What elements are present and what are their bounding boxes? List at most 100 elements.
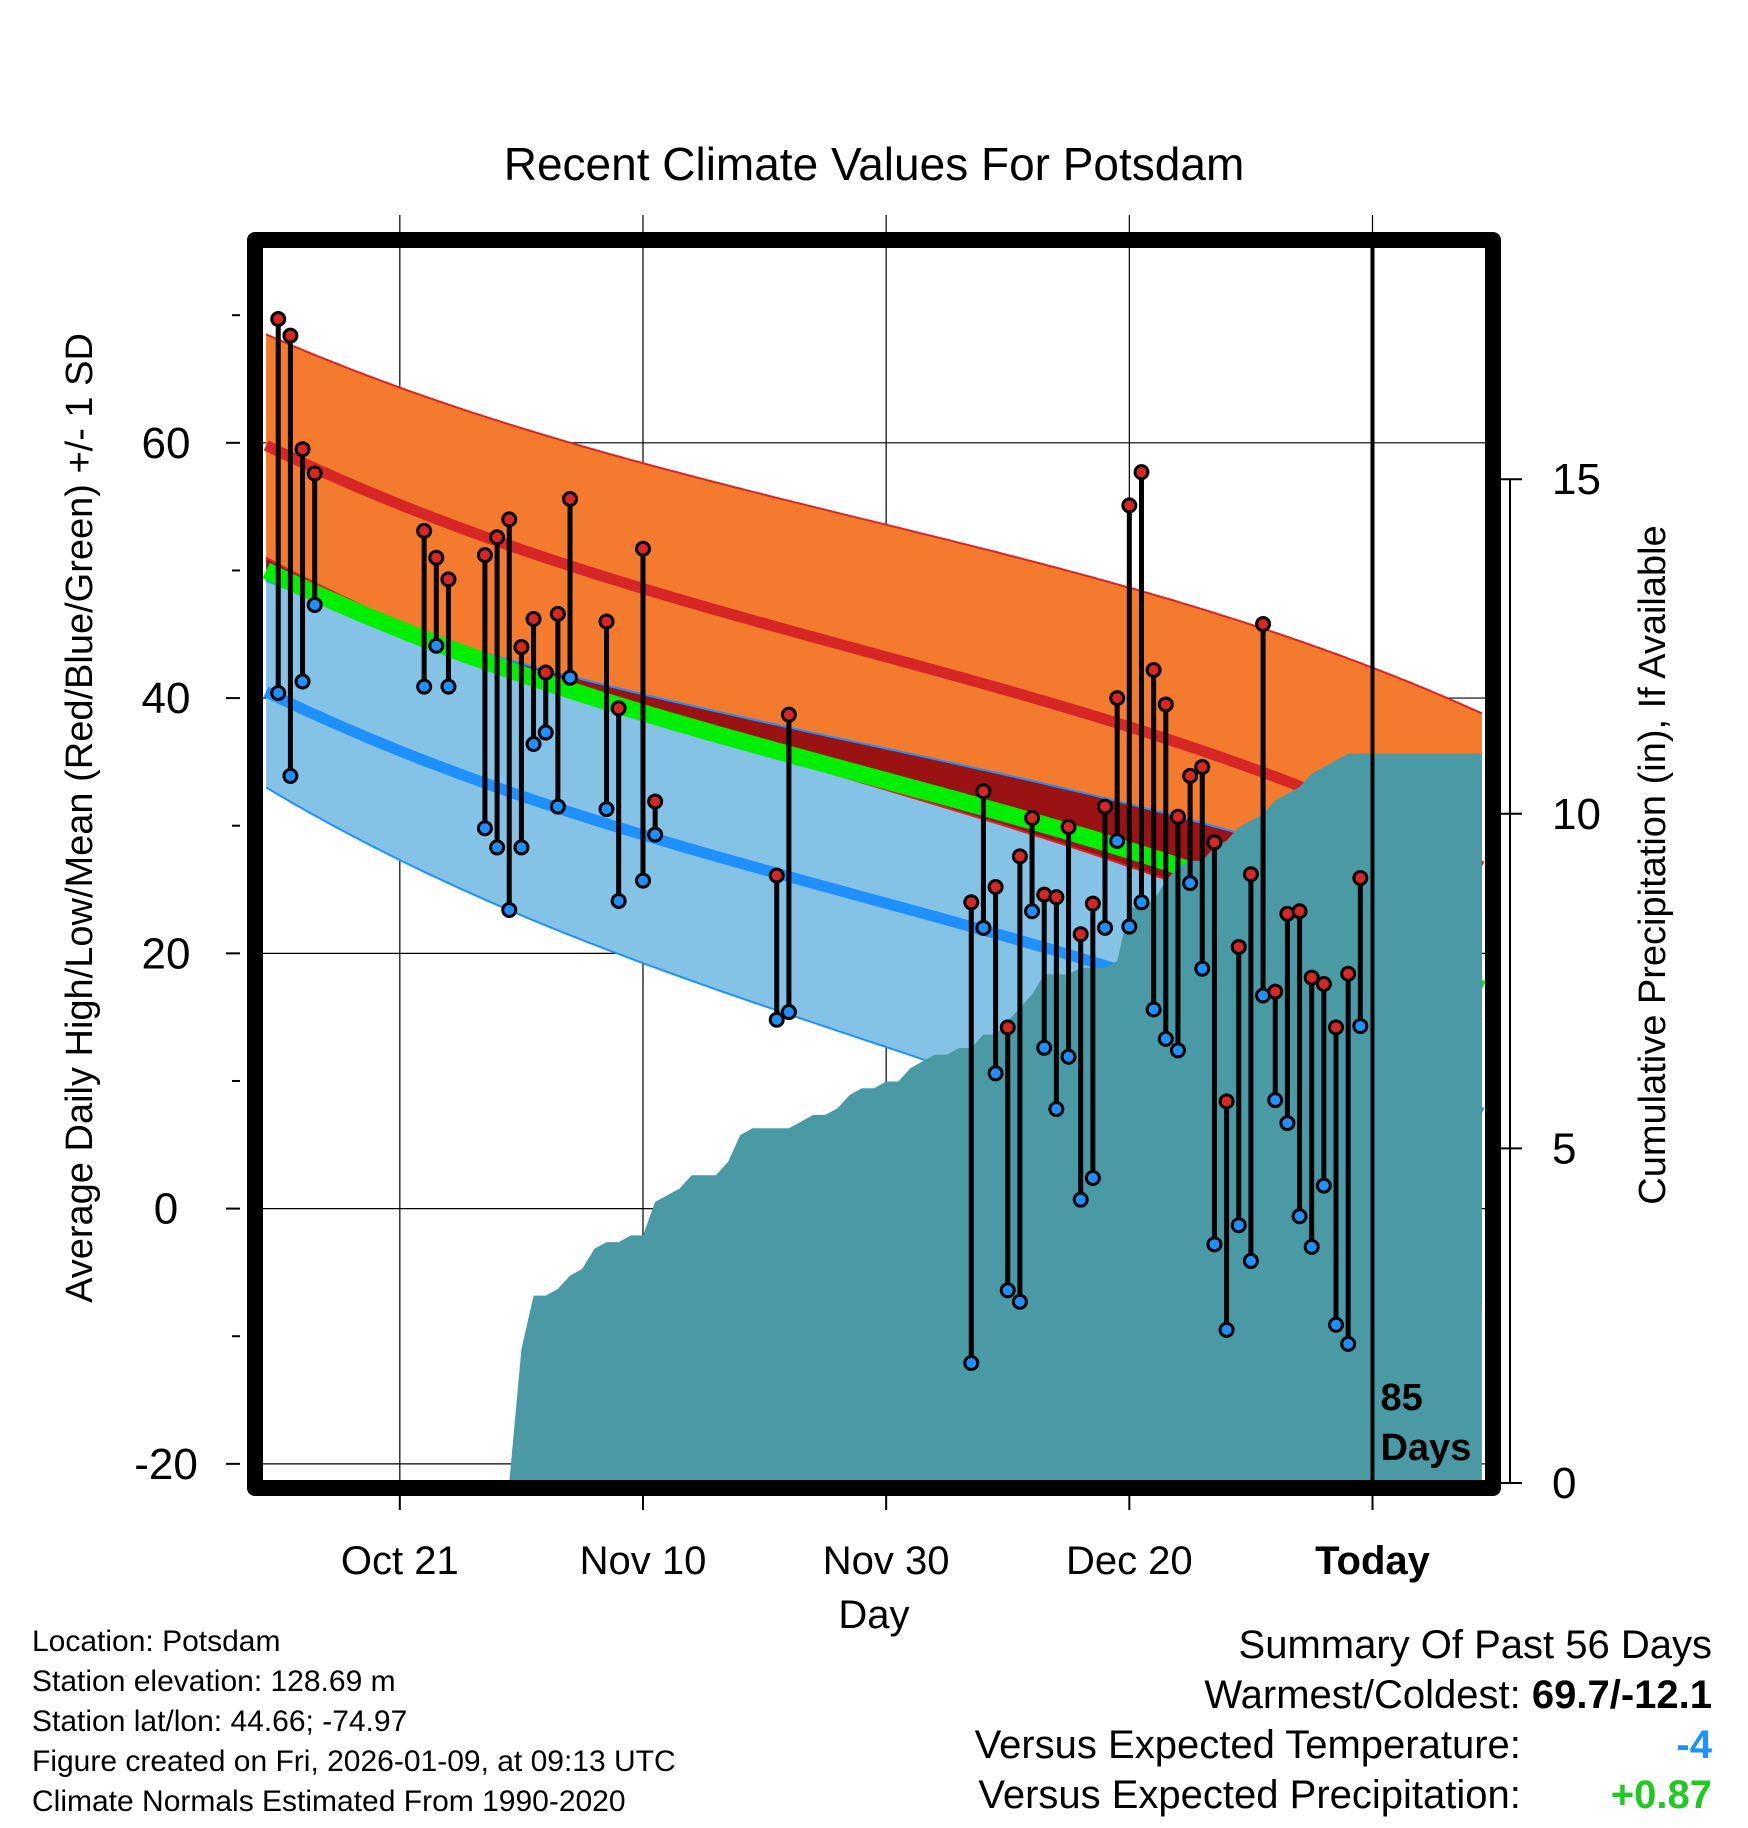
low-point (1242, 1252, 1259, 1269)
high-point (306, 465, 323, 482)
today-days-label: Days (1380, 1427, 1471, 1469)
low-point (1303, 1238, 1320, 1255)
y-tick-label: -20 (134, 1440, 198, 1489)
high-point (1340, 965, 1357, 982)
high-point (1169, 808, 1186, 825)
low-point (1121, 918, 1138, 935)
high-plus-sd-line (265, 333, 1483, 715)
precip-area (509, 753, 1482, 1483)
low-point (270, 684, 287, 701)
low-point (634, 872, 651, 889)
high-point (1352, 870, 1369, 887)
high-point (1109, 690, 1126, 707)
low-point (416, 678, 433, 695)
high-point (1182, 767, 1199, 784)
x-tick-label: Dec 20 (1066, 1539, 1193, 1583)
high-point (987, 878, 1004, 895)
high-point (1048, 889, 1065, 906)
high-mean-line (263, 440, 1485, 872)
low-point (1157, 1030, 1174, 1047)
high-point (1097, 798, 1114, 815)
high-point (1194, 759, 1211, 776)
high-point (780, 706, 797, 723)
created-text: Figure created on Fri, 2026-01-09, at 09… (32, 1745, 676, 1778)
high-point (282, 327, 299, 344)
high-point (1328, 1019, 1345, 1036)
y-tick-label: 40 (142, 674, 191, 723)
high-point (1218, 1093, 1235, 1110)
x-tick-label: Today (1315, 1539, 1431, 1583)
low-point (1267, 1092, 1284, 1109)
x-tick-label: Nov 10 (580, 1539, 707, 1583)
axes: Oct 21 Nov 10 Nov 30 Dec 20 Today -20 0 20 40 60 0… (134, 314, 1601, 1583)
warm-cold-row: Warmest/Coldest: 69.7/-12.1 (975, 1670, 1712, 1720)
plot-frame (247, 232, 1501, 1496)
low-point (975, 919, 992, 936)
low-point (1230, 1217, 1247, 1234)
precip-label: Versus Expected Precipitation: (978, 1773, 1521, 1817)
low-point (476, 820, 493, 837)
low-point (780, 1004, 797, 1021)
x-tick-label: Nov 30 (823, 1539, 950, 1583)
high-point (1145, 662, 1162, 679)
latlon-text: Station lat/lon: 44.66; -74.97 (32, 1705, 408, 1738)
x-axis-label: Day (838, 1593, 909, 1637)
low-point (282, 767, 299, 784)
high-point (501, 511, 518, 528)
low-point (562, 669, 579, 686)
low-point (440, 678, 457, 695)
observations (270, 311, 1369, 1372)
temp-row: Versus Expected Temperature: -4 (975, 1720, 1712, 1770)
low-point (598, 801, 615, 818)
low-point (1182, 875, 1199, 892)
low-point (1060, 1048, 1077, 1065)
high-point (975, 783, 992, 800)
today-marker: 85 Days (1370, 245, 1471, 1483)
high-point (562, 490, 579, 507)
high-point (1060, 818, 1077, 835)
high-point (294, 441, 311, 458)
temp-label: Versus Expected Temperature: (974, 1723, 1521, 1767)
low-point (1011, 1293, 1028, 1310)
low-point (489, 839, 506, 856)
high-point (1230, 938, 1247, 955)
x-tick-label: Oct 21 (341, 1539, 459, 1583)
low-point (294, 673, 311, 690)
high-point (1133, 464, 1150, 481)
low-point (525, 736, 542, 753)
precipitation-area (509, 753, 1482, 1483)
y2-tick-label: 10 (1552, 790, 1601, 839)
low-point (610, 893, 627, 910)
high-point (1084, 895, 1101, 912)
y-tick-label: 60 (142, 419, 191, 468)
low-point (999, 1282, 1016, 1299)
normals-period-text: Climate Normals Estimated From 1990-2020 (32, 1785, 626, 1818)
low-point (513, 839, 530, 856)
low-point (1169, 1042, 1186, 1059)
summary-panel: Summary Of Past 56 Days Warmest/Coldest:… (975, 1620, 1712, 1820)
high-point (1255, 616, 1272, 633)
today-days-label: 85 (1380, 1377, 1422, 1419)
low-point (1218, 1321, 1235, 1338)
low-point (1279, 1115, 1296, 1132)
elevation-text: Station elevation: 128.69 m (32, 1665, 396, 1698)
high-point (1024, 810, 1041, 827)
high-point (1315, 975, 1332, 992)
warm-cold-value: 69.7/-12.1 (1531, 1673, 1712, 1717)
precip-row: Versus Expected Precipitation: +0.87 (975, 1770, 1712, 1820)
low-point (1084, 1169, 1101, 1186)
low-point (501, 901, 518, 918)
low-point (963, 1355, 980, 1372)
low-point (1315, 1177, 1332, 1194)
low-point (1352, 1018, 1369, 1035)
high-point (440, 571, 457, 588)
high-point (1291, 903, 1308, 920)
low-point (306, 596, 323, 613)
high-point (537, 664, 554, 681)
station-info: Location: Potsdam Station elevation: 128… (32, 1622, 676, 1822)
high-point (598, 613, 615, 630)
y2-tick-label: 0 (1552, 1459, 1576, 1508)
high-point (963, 894, 980, 911)
high-point (768, 867, 785, 884)
